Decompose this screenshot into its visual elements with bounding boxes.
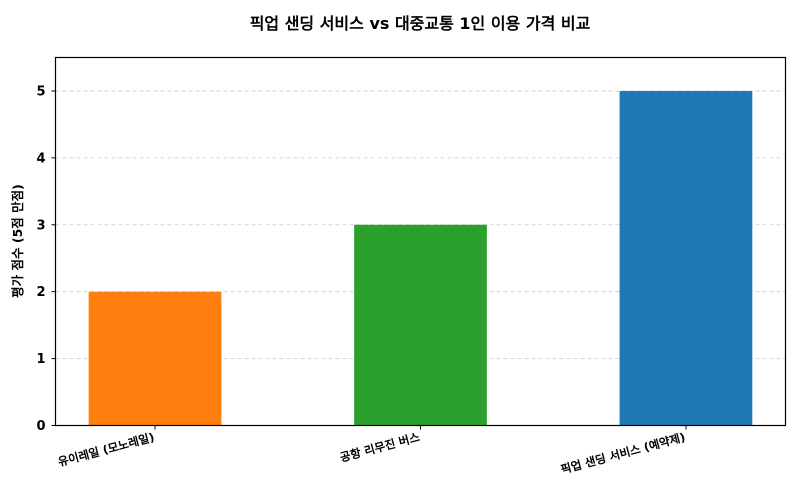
y-tick-label: 2 <box>36 285 45 300</box>
x-tick-label: 픽업 샌딩 서비스 (예약제) <box>559 430 687 477</box>
bar <box>619 90 753 426</box>
x-tick-label: 공항 리무진 버스 <box>338 430 421 465</box>
y-tick-label: 3 <box>36 218 45 233</box>
bar <box>354 224 487 426</box>
bar <box>88 291 222 426</box>
bars <box>88 90 753 426</box>
y-axis-label: 평가 점수 (5점 만점) <box>10 184 25 298</box>
y-tick-label: 5 <box>36 84 45 99</box>
x-tick-label: 유이레일 (모노레일) <box>56 430 155 469</box>
y-tick-label: 1 <box>36 352 45 367</box>
y-tick-label: 0 <box>36 419 45 434</box>
x-axis-ticks: 유이레일 (모노레일) 공항 리무진 버스 픽업 샌딩 서비스 (예약제) <box>56 425 687 477</box>
y-axis-ticks: 0 1 2 3 4 5 <box>36 84 56 434</box>
chart-title: 픽업 샌딩 서비스 vs 대중교통 1인 이용 가격 비교 <box>250 14 591 33</box>
y-tick-label: 4 <box>36 151 45 166</box>
